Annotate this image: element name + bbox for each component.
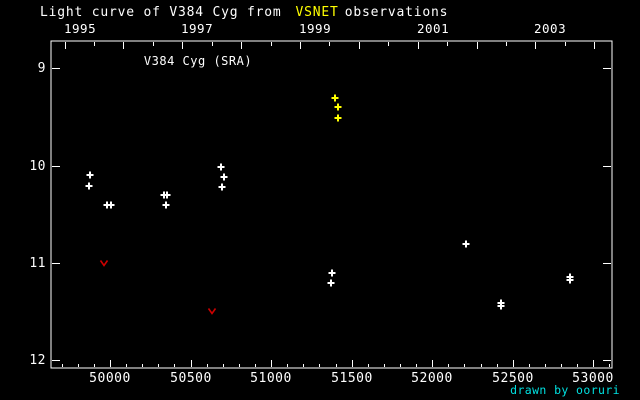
x-axis-tick-label: 51500: [331, 371, 373, 386]
x-axis-tick-label: 52000: [411, 371, 453, 386]
y-axis-tick-label: 11: [29, 256, 46, 271]
x-axis-tick-label: 50000: [89, 371, 131, 386]
data-point-visual-observations: [85, 182, 93, 190]
plot-border: [50, 40, 613, 369]
year-label: 2001: [417, 21, 449, 36]
x-axis-tick-label: 50500: [170, 371, 212, 386]
data-point-visual-observations: [566, 276, 574, 284]
data-point-bright-observations: [331, 94, 339, 102]
year-label: 1995: [64, 21, 96, 36]
data-point-visual-observations: [220, 173, 228, 181]
x-axis-tick-label: 51000: [250, 371, 292, 386]
data-point-visual-observations: [86, 171, 94, 179]
chart-title-suffix: observations: [344, 5, 449, 20]
y-axis-tick-label: 12: [29, 353, 46, 368]
chart-title: Light curve of V384 Cyg from VSNET observa…: [40, 5, 448, 20]
data-point-visual-observations: [217, 163, 225, 171]
limit-marker-fainter-than-limits: [207, 308, 217, 315]
y-axis-tick-label: 9: [38, 61, 46, 76]
year-label: 1999: [299, 21, 331, 36]
x-axis-tick-label: 53000: [572, 371, 614, 386]
plot-object-label: V384 Cyg (SRA): [144, 54, 252, 68]
year-label: 1997: [181, 21, 213, 36]
data-point-visual-observations: [107, 201, 115, 209]
data-point-bright-observations: [334, 114, 342, 122]
credit-text: drawn by ooruri: [510, 383, 620, 397]
data-point-visual-observations: [163, 191, 171, 199]
data-point-visual-observations: [328, 269, 336, 277]
data-point-visual-observations: [218, 183, 226, 191]
year-label: 2003: [534, 21, 566, 36]
y-axis-tick-label: 10: [29, 159, 46, 174]
data-point-visual-observations: [497, 302, 505, 310]
chart-title-vsnet: VSNET: [295, 5, 339, 20]
data-point-visual-observations: [162, 201, 170, 209]
x-axis-tick-label: 52500: [492, 371, 534, 386]
limit-marker-fainter-than-limits: [99, 260, 109, 267]
data-point-visual-observations: [462, 240, 470, 248]
data-point-visual-observations: [327, 279, 335, 287]
chart-title-prefix: Light curve of V384 Cyg from: [40, 5, 282, 20]
data-point-bright-observations: [334, 103, 342, 111]
